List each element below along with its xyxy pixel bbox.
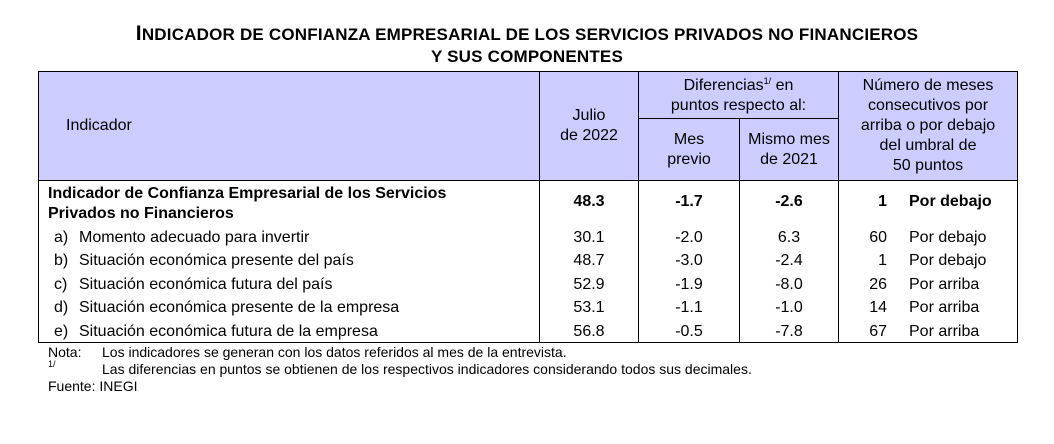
main-row-julio: 48.3 (573, 193, 605, 210)
row-meses: 67 (869, 323, 887, 340)
row-letter: c) (54, 276, 68, 293)
source-text: Fuente: INEGI (48, 378, 138, 394)
row-umbral: Por debajo (909, 252, 987, 269)
row-mes-previo: -0.5 (675, 323, 703, 340)
row-label: Situación económica futura de la empresa (79, 323, 378, 340)
main-row-mismo-mes: -2.6 (775, 193, 803, 210)
row-mes-previo: -1.9 (675, 276, 703, 293)
note-label: Nota: (48, 344, 82, 360)
row-mes-previo: -2.0 (675, 229, 703, 246)
main-row-umbral: Por debajo (909, 193, 992, 210)
row-julio: 30.1 (573, 229, 605, 246)
header-mismo-mes: Mismo mes de 2021 (748, 131, 830, 168)
row-julio: 52.9 (573, 276, 605, 293)
row-meses: 60 (869, 229, 887, 246)
table-header (38, 71, 1018, 181)
main-row-mes-previo: -1.7 (675, 193, 703, 210)
row-umbral: Por arriba (909, 323, 980, 340)
table-title-line1: INDICADOR DE CONFIANZA EMPRESARIAL DE LO… (135, 22, 919, 45)
row-mismo-mes: -8.0 (775, 276, 803, 293)
footnote-text: Las diferencias en puntos se obtienen de… (102, 361, 752, 377)
row-letter: b) (54, 252, 69, 269)
main-row-meses: 1 (878, 193, 887, 210)
row-julio: 53.1 (573, 299, 605, 316)
row-meses: 26 (869, 276, 887, 293)
row-label: Situación económica presente del país (79, 252, 354, 269)
header-numero-meses: Número de meses consecutivos por arriba o … (860, 77, 996, 174)
row-meses: 14 (869, 299, 887, 316)
main-row-label: Indicador de Confianza Empresarial de lo… (48, 185, 447, 222)
header-diferencias: Diferencias1/ en puntos respecto al: (670, 76, 807, 115)
row-mes-previo: -3.0 (675, 252, 703, 269)
row-mismo-mes: -7.8 (775, 323, 803, 340)
row-letter: e) (54, 323, 69, 340)
row-mismo-mes: -2.4 (775, 252, 803, 269)
header-julio: Julio de 2022 (560, 107, 618, 144)
row-label: Situación económica presente de la empre… (79, 299, 400, 316)
row-meses: 1 (878, 252, 887, 269)
row-julio: 56.8 (573, 323, 605, 340)
row-umbral: Por arriba (909, 276, 980, 293)
footnote-marker: 1/ (48, 359, 56, 369)
row-letter: a) (54, 229, 69, 246)
note-text: Los indicadores se generan con los datos… (102, 344, 567, 360)
row-label: Momento adecuado para invertir (79, 229, 310, 246)
row-julio: 48.7 (573, 252, 605, 269)
row-mismo-mes: -1.0 (775, 299, 803, 316)
row-label: Situación económica futura del país (79, 276, 333, 293)
row-mismo-mes: 6.3 (777, 229, 801, 246)
row-umbral: Por debajo (909, 229, 987, 246)
header-mes-previo: Mes previo (667, 131, 711, 168)
row-letter: d) (54, 299, 69, 316)
table-title-line2: Y SUS COMPONENTES (430, 47, 623, 66)
row-mes-previo: -1.1 (675, 299, 703, 316)
row-umbral: Por arriba (909, 299, 980, 316)
header-indicador: Indicador (66, 117, 132, 134)
